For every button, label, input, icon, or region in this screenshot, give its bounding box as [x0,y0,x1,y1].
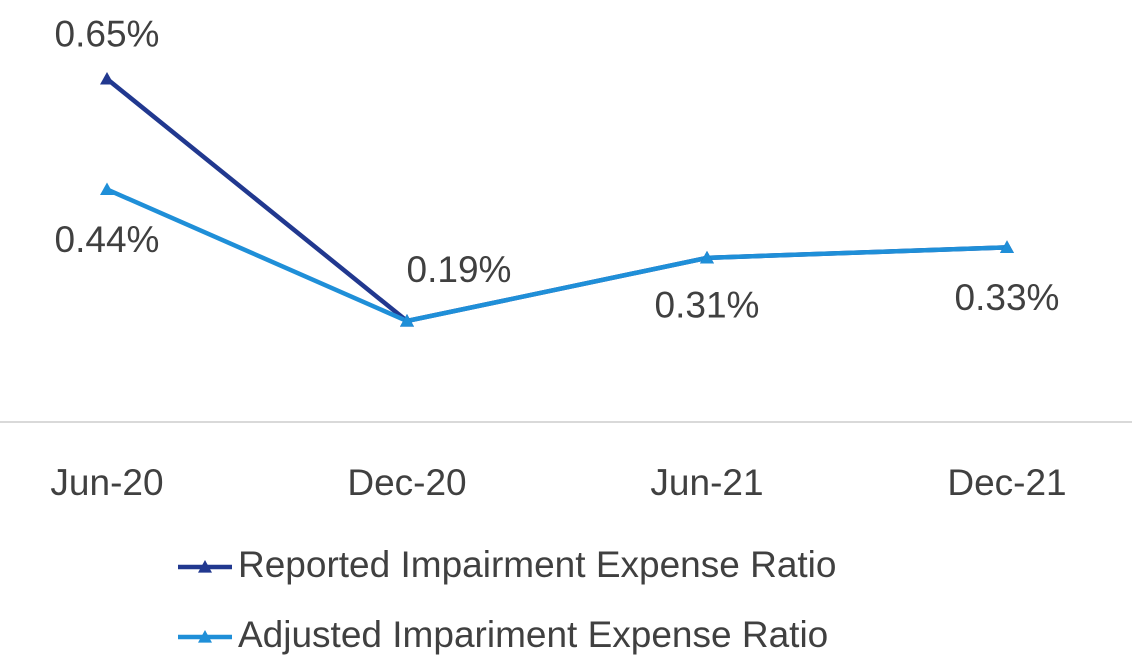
series-line [105,77,1008,324]
legend-marker [198,560,212,573]
data-label: 0.19% [407,249,512,290]
data-label: 0.33% [955,277,1060,318]
point-marker [100,182,114,196]
point-marker [400,314,414,327]
x-tick-label: Dec-20 [347,462,466,503]
x-tick-label: Dec-21 [947,462,1066,503]
x-tick-label: Jun-20 [50,462,163,503]
data-label: 0.65% [55,14,160,55]
data-label: 0.44% [55,219,160,260]
legend-marker [198,630,212,643]
series-line [106,187,1008,324]
legend-label: Adjusted Impariment Expense Ratio [238,614,828,655]
point-marker [700,250,714,264]
point-marker [1000,240,1014,253]
legend-label: Reported Impairment Expense Ratio [238,544,836,585]
point-marker [100,71,114,85]
data-label: 0.31% [655,285,760,326]
x-tick-label: Jun-21 [650,462,763,503]
